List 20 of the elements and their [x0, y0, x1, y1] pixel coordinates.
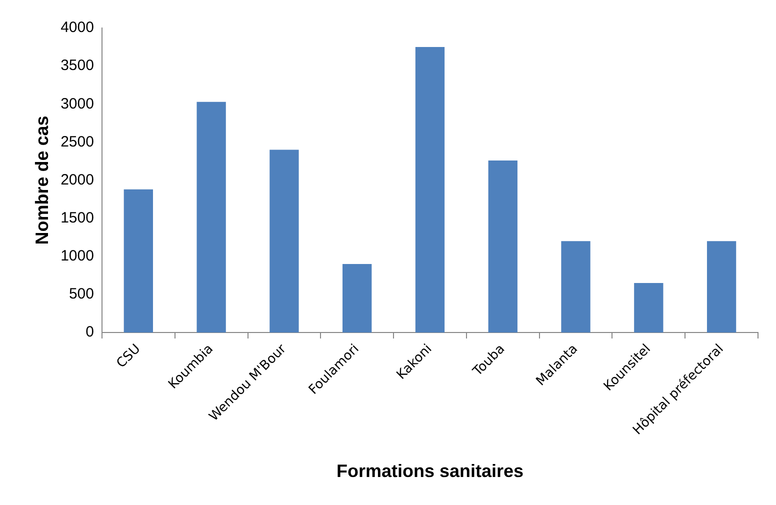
y-tick-label: 3500 — [60, 57, 94, 74]
bar — [561, 241, 590, 333]
bar — [196, 102, 226, 333]
y-tick-label: 1500 — [60, 209, 94, 226]
y-tick-label: 2500 — [60, 133, 94, 150]
bar — [488, 160, 518, 333]
bar — [415, 47, 445, 333]
y-tick-label: 4000 — [60, 19, 94, 36]
bar — [342, 264, 372, 333]
bar — [270, 150, 299, 333]
bar — [634, 283, 664, 333]
bar — [124, 189, 153, 333]
y-tick-label: 500 — [68, 286, 94, 303]
y-tick-label: 1000 — [60, 248, 94, 265]
y-tick-label: 2000 — [60, 171, 94, 188]
bar — [706, 241, 736, 333]
y-axis-title: Nombre de cas — [32, 116, 52, 245]
x-axis-title: Formations sanitaires — [336, 461, 524, 482]
y-tick-label: 3000 — [60, 95, 94, 112]
y-tick-label: 0 — [86, 324, 94, 341]
